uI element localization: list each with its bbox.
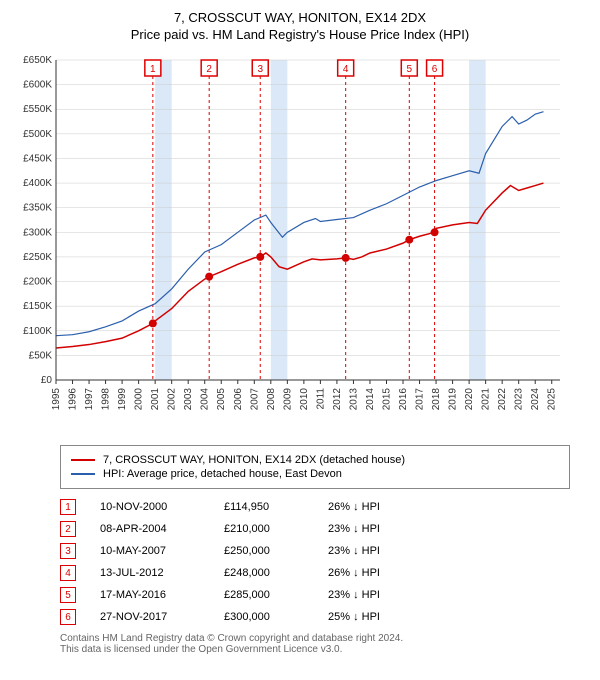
svg-text:£650K: £650K [23,55,52,66]
transaction-date: 17-MAY-2016 [100,589,200,601]
svg-text:£150K: £150K [23,301,52,312]
svg-text:£500K: £500K [23,129,52,140]
transaction-marker: 5 [60,587,76,603]
transaction-price: £300,000 [224,611,304,623]
svg-text:£400K: £400K [23,178,52,189]
svg-text:1998: 1998 [101,388,112,411]
legend-swatch [71,473,95,475]
transaction-date: 08-APR-2004 [100,523,200,535]
svg-text:2005: 2005 [216,388,227,411]
svg-text:1: 1 [150,64,156,75]
svg-text:1996: 1996 [68,388,79,411]
transaction-price: £210,000 [224,523,304,535]
transaction-hpi-delta: 23% ↓ HPI [328,545,448,557]
svg-text:2000: 2000 [134,388,145,411]
transaction-date: 13-JUL-2012 [100,567,200,579]
transaction-row: 5 17-MAY-2016 £285,000 23% ↓ HPI [60,587,570,603]
svg-text:5: 5 [407,64,413,75]
svg-text:2: 2 [206,64,212,75]
transaction-marker: 2 [60,521,76,537]
svg-text:2001: 2001 [150,388,161,411]
transaction-marker: 1 [60,499,76,515]
transaction-price: £285,000 [224,589,304,601]
chart-title: 7, CROSSCUT WAY, HONITON, EX14 2DX [10,10,590,25]
svg-text:3: 3 [257,64,263,75]
legend-label: 7, CROSSCUT WAY, HONITON, EX14 2DX (deta… [103,454,405,466]
chart-container: £0 £50K £100K £150K £200K £250K £300K £350K £400… [10,50,590,435]
svg-text:2013: 2013 [348,388,359,411]
svg-text:2003: 2003 [183,388,194,411]
transaction-hpi-delta: 23% ↓ HPI [328,589,448,601]
attribution-footer: Contains HM Land Registry data © Crown c… [60,633,570,655]
svg-text:2019: 2019 [448,388,459,411]
transaction-row: 2 08-APR-2004 £210,000 23% ↓ HPI [60,521,570,537]
svg-text:£100K: £100K [23,326,52,337]
chart-header: 7, CROSSCUT WAY, HONITON, EX14 2DX Price… [10,10,590,42]
svg-text:2020: 2020 [464,388,475,411]
transaction-row: 1 10-NOV-2000 £114,950 26% ↓ HPI [60,499,570,515]
transaction-marker: 3 [60,543,76,559]
svg-text:1999: 1999 [117,388,128,411]
svg-text:2017: 2017 [415,388,426,411]
transaction-marker: 6 [60,609,76,625]
transaction-hpi-delta: 23% ↓ HPI [328,523,448,535]
svg-text:2011: 2011 [315,388,326,410]
svg-text:2010: 2010 [299,388,310,411]
legend-item: 7, CROSSCUT WAY, HONITON, EX14 2DX (deta… [71,454,559,466]
svg-text:£250K: £250K [23,252,52,263]
transaction-marker: 4 [60,565,76,581]
svg-text:2006: 2006 [233,388,244,411]
svg-text:2004: 2004 [200,388,211,411]
svg-text:2009: 2009 [282,388,293,411]
chart-legend: 7, CROSSCUT WAY, HONITON, EX14 2DX (deta… [60,445,570,489]
svg-text:2018: 2018 [431,388,442,411]
transaction-hpi-delta: 26% ↓ HPI [328,501,448,513]
transaction-row: 3 10-MAY-2007 £250,000 23% ↓ HPI [60,543,570,559]
svg-text:6: 6 [432,64,438,75]
transaction-date: 10-NOV-2000 [100,501,200,513]
chart-subtitle: Price paid vs. HM Land Registry's House … [10,27,590,42]
svg-text:2014: 2014 [365,388,376,411]
svg-text:£50K: £50K [29,350,53,361]
svg-text:£350K: £350K [23,203,52,214]
svg-text:2002: 2002 [167,388,178,411]
svg-text:2025: 2025 [547,388,558,411]
svg-text:2024: 2024 [530,388,541,411]
svg-text:2016: 2016 [398,388,409,411]
svg-text:£300K: £300K [23,227,52,238]
transaction-price: £114,950 [224,501,304,513]
price-chart: £0 £50K £100K £150K £200K £250K £300K £350K £400… [10,50,570,430]
svg-text:2021: 2021 [481,388,492,411]
svg-text:£600K: £600K [23,80,52,91]
transaction-row: 6 27-NOV-2017 £300,000 25% ↓ HPI [60,609,570,625]
svg-text:2015: 2015 [381,388,392,411]
svg-text:£200K: £200K [23,277,52,288]
svg-text:£550K: £550K [23,104,52,115]
transaction-date: 27-NOV-2017 [100,611,200,623]
svg-text:2008: 2008 [266,388,277,411]
transaction-price: £248,000 [224,567,304,579]
transaction-hpi-delta: 25% ↓ HPI [328,611,448,623]
svg-text:£0: £0 [41,375,53,386]
legend-swatch [71,459,95,461]
svg-text:1995: 1995 [51,388,62,411]
svg-text:1997: 1997 [84,388,95,411]
transaction-table: 1 10-NOV-2000 £114,950 26% ↓ HPI 2 08-APR-200… [60,499,570,625]
transaction-price: £250,000 [224,545,304,557]
svg-text:2012: 2012 [332,388,343,411]
footer-line: This data is licensed under the Open Gov… [60,644,570,655]
legend-label: HPI: Average price, detached house, East… [103,468,342,480]
svg-text:£450K: £450K [23,153,52,164]
transaction-row: 4 13-JUL-2012 £248,000 26% ↓ HPI [60,565,570,581]
footer-line: Contains HM Land Registry data © Crown c… [60,633,570,644]
legend-item: HPI: Average price, detached house, East… [71,468,559,480]
svg-text:2023: 2023 [514,388,525,411]
transaction-hpi-delta: 26% ↓ HPI [328,567,448,579]
svg-text:2022: 2022 [497,388,508,411]
svg-text:4: 4 [343,64,349,75]
svg-text:2007: 2007 [249,388,260,411]
transaction-date: 10-MAY-2007 [100,545,200,557]
